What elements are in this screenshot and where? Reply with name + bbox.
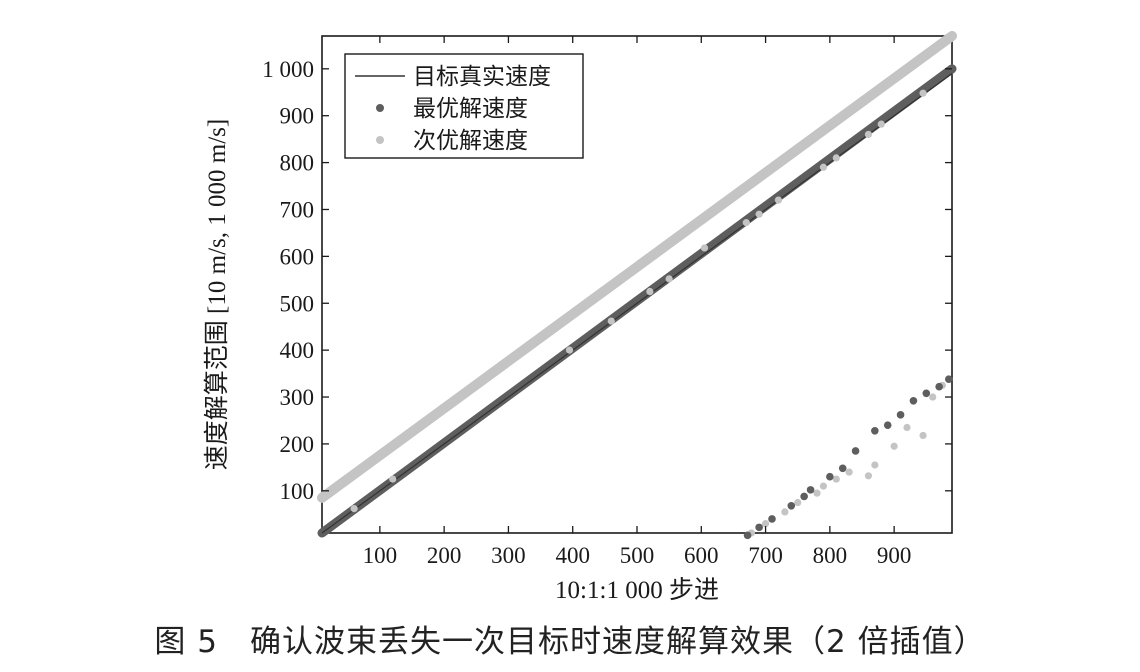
best-point [851, 447, 860, 455]
second-best-point [919, 89, 927, 97]
x-tick-label: 600 [684, 543, 719, 568]
best-point [755, 523, 763, 532]
series-bands [317, 31, 957, 538]
x-tick-label: 700 [748, 543, 783, 568]
truth-line [321, 73, 953, 534]
best-point [787, 502, 796, 510]
second-best-point [665, 275, 673, 283]
x-axis-title: 10:1:1 000 步进 [555, 576, 719, 604]
y-tick-label: 300 [280, 385, 315, 410]
second-best-point [781, 508, 789, 516]
second-best-point [350, 505, 358, 513]
second-best-point [877, 120, 885, 128]
second-best-point [565, 346, 574, 354]
best-point [838, 464, 847, 473]
second-best-point [819, 163, 828, 171]
second-best-point [389, 475, 397, 483]
x-tick-label: 800 [813, 543, 848, 568]
y-tick-label: 800 [280, 151, 315, 176]
legend-label: 目标真实速度 [413, 64, 551, 90]
legend-swatch-dot [376, 136, 384, 144]
best-point [909, 396, 918, 405]
y-tick-label: 900 [280, 104, 315, 129]
second-best-point [864, 472, 873, 480]
second-best-point [903, 423, 911, 432]
best-point [922, 389, 931, 398]
second-best-point [813, 489, 821, 497]
second-best-point [929, 393, 937, 401]
second-best-point [919, 431, 927, 440]
legend-box [344, 53, 584, 159]
second-best-point [794, 498, 802, 507]
best-point [871, 426, 879, 435]
best-band-0 [317, 64, 957, 538]
second-best-point [755, 210, 763, 218]
x-tick-label: 300 [491, 543, 526, 568]
y-axis-title: 速度解算范围 [10 m/s, 1 000 m/s] [203, 119, 231, 470]
y-tick-label: 100 [280, 479, 315, 504]
legend-label: 最优解速度 [413, 96, 528, 122]
best-point [743, 531, 752, 540]
second-best-point [774, 196, 783, 204]
best-point [826, 472, 834, 481]
y-tick-label: 500 [280, 291, 315, 316]
second-best-point [864, 130, 873, 139]
second-best-point [819, 482, 828, 490]
x-tick-label: 400 [555, 543, 590, 568]
second-best-point [832, 154, 840, 162]
x-tick-label: 500 [620, 543, 655, 568]
second-best-point [832, 475, 840, 483]
second-best-point [700, 244, 709, 252]
second-best-point [890, 442, 898, 450]
best-point [896, 411, 905, 419]
y-tick-label: 600 [280, 244, 315, 269]
axis-ticks: 100 200 300 400 500 600 700 800 900 100 200 300 400 5… [262, 36, 952, 568]
y-tick-label: 700 [280, 197, 315, 222]
second-best-point [871, 461, 879, 469]
y-tick-label: 400 [280, 338, 315, 363]
second-best-point [607, 317, 615, 325]
best-point [883, 421, 892, 429]
figure-caption: 图 5 确认波束丢失一次目标时速度解算效果（2 倍插值） [154, 624, 986, 660]
second-best-point [845, 468, 853, 476]
y-tick-label: 200 [280, 432, 315, 457]
second-best-point [646, 287, 654, 296]
best-point [935, 382, 943, 391]
best-point [768, 515, 776, 523]
x-tick-label: 200 [427, 543, 462, 568]
chart: 100 200 300 400 500 600 700 800 900 100 200 300 400 5… [203, 31, 957, 604]
best-point [800, 492, 808, 501]
legend-swatch-dot [376, 104, 384, 112]
best-point [806, 486, 815, 494]
y-tick-label: 1 000 [262, 57, 314, 82]
second-best-point [742, 219, 750, 227]
x-tick-label: 100 [363, 543, 398, 568]
best-point [944, 375, 953, 384]
series-points [350, 89, 953, 540]
second-best-point [761, 520, 770, 528]
x-tick-label: 900 [877, 543, 912, 568]
legend-label: 次优解速度 [413, 128, 528, 154]
second-best-band-0 [317, 31, 957, 503]
